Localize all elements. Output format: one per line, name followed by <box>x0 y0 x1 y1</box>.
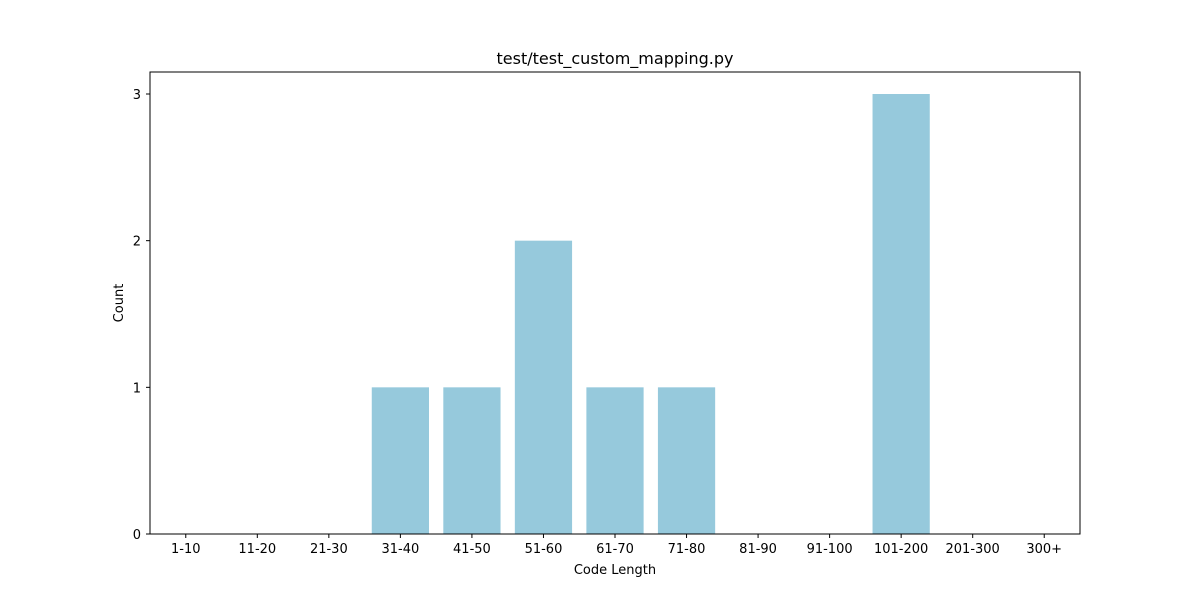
x-tick-label: 81-90 <box>739 542 777 557</box>
y-tick-label: 0 <box>133 528 141 543</box>
bars-group <box>371 94 930 534</box>
x-tick-label: 300+ <box>1026 542 1062 557</box>
bar-51-60 <box>514 240 573 534</box>
y-axis-ticks: 0 1 2 3 <box>133 88 150 543</box>
y-tick-label: 1 <box>133 381 141 396</box>
bar-41-50 <box>443 387 501 534</box>
x-tick-label: 61-70 <box>596 542 634 557</box>
chart-title: test/test_custom_mapping.py <box>497 49 734 69</box>
bar-101-200 <box>872 94 930 534</box>
x-tick-label: 201-300 <box>946 542 1000 557</box>
y-tick-label: 3 <box>133 88 141 103</box>
bar-61-70 <box>586 387 644 534</box>
y-axis-label: Count <box>112 284 127 323</box>
bar-71-80 <box>657 387 716 534</box>
x-tick-label: 31-40 <box>381 542 419 557</box>
x-tick-label: 51-60 <box>525 542 563 557</box>
x-axis-label: Code Length <box>574 563 656 578</box>
x-tick-label: 41-50 <box>453 542 491 557</box>
plot-frame <box>149 71 1081 535</box>
x-tick-label: 91-100 <box>807 542 853 557</box>
x-tick-label: 101-200 <box>874 542 928 557</box>
x-tick-label: 1-10 <box>171 542 201 557</box>
x-tick-label: 11-20 <box>238 542 276 557</box>
x-axis-ticks: 1-10 11-20 21-30 31-40 41-50 51-60 61-70 71-80 8… <box>171 534 1062 557</box>
bar-31-40 <box>371 387 429 534</box>
y-tick-label: 2 <box>133 235 141 250</box>
x-tick-label: 21-30 <box>310 542 348 557</box>
x-tick-label: 71-80 <box>668 542 706 557</box>
